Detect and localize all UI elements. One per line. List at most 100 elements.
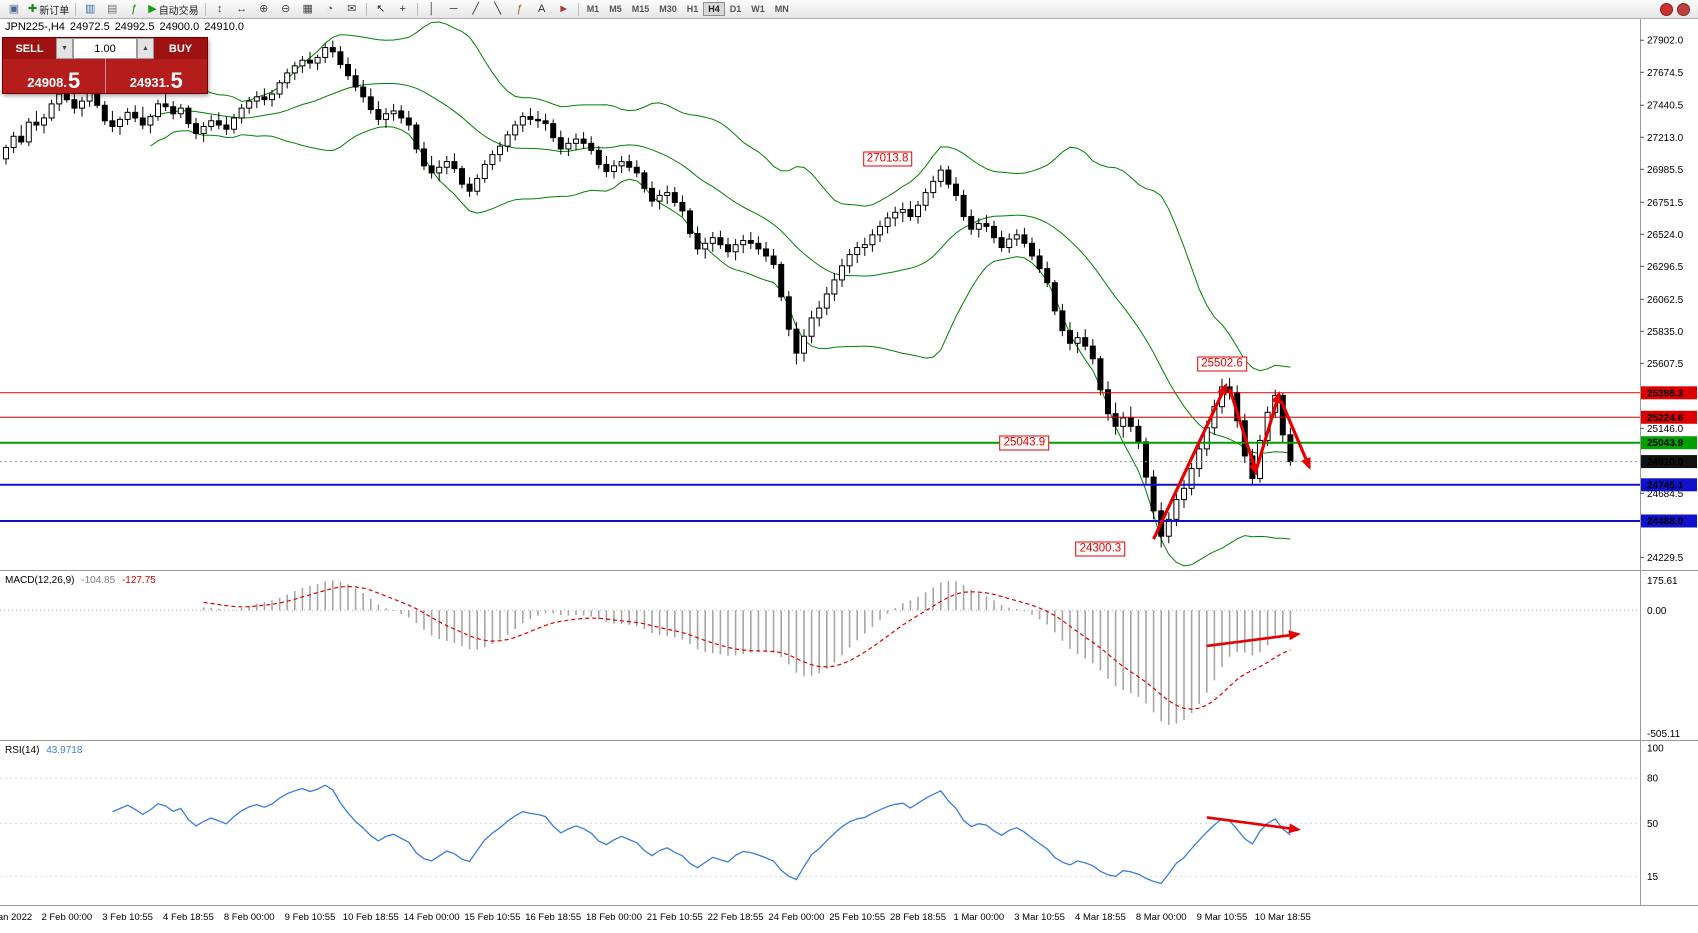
timeframe-m15-button[interactable]: M15: [631, 4, 650, 14]
svg-text:24 Feb 00:00: 24 Feb 00:00: [768, 912, 824, 923]
sell-price[interactable]: 24908. 5: [3, 59, 105, 93]
chart-window-icon[interactable]: ▣: [3, 0, 25, 18]
svg-text:175.61: 175.61: [1647, 576, 1678, 587]
zoom-in-icon: ⊕: [259, 2, 269, 15]
timeframe-d1-button[interactable]: D1: [729, 4, 742, 14]
timeframe-mn-button[interactable]: MN: [774, 4, 789, 14]
volume-decrease-button[interactable]: ▼: [56, 38, 73, 59]
rsi-arrow[interactable]: [1206, 816, 1301, 834]
svg-text:25835.0: 25835.0: [1647, 327, 1684, 338]
svg-text:3 Mar 10:55: 3 Mar 10:55: [1014, 912, 1065, 923]
period-clock-icon[interactable]: ◔: [319, 0, 341, 18]
volume-input[interactable]: [73, 38, 137, 59]
macd-arrow[interactable]: [1206, 630, 1301, 648]
tile-windows-icon[interactable]: ▦: [297, 0, 319, 18]
price-annotation[interactable]: 25043.9: [999, 435, 1050, 451]
svg-text:24684.5: 24684.5: [1647, 489, 1684, 500]
toolbar: ▣ ✚ 新订单 ▥ ▤ ƒ ▶ 自动交易 ↕ ↔ ⊕ ⊖ ▦ ◔ ✉ ↖ + │ ─ ╱ ╲ ƒ A ► M1 M5 M15 M30 H…: [0, 0, 1698, 19]
zoom-in-icon[interactable]: ⊕: [253, 0, 275, 18]
price-axis-badge: 24745.1: [1647, 480, 1684, 491]
axis-layer: 27902.0 27674.5 27440.5 27213.0 26985.5 26751…: [0, 18, 1698, 906]
buy-button[interactable]: BUY: [154, 38, 207, 59]
svg-text:31 Jan 2022: 31 Jan 2022: [0, 912, 32, 923]
svg-text:15: 15: [1647, 872, 1659, 883]
fibonacci-icon[interactable]: ƒ: [509, 0, 531, 18]
profiles-icon: ▤: [107, 2, 118, 15]
timeframe-m30-button[interactable]: M30: [659, 4, 677, 14]
price-annotation[interactable]: 24300.3: [1075, 541, 1126, 557]
fibonacci-icon: ƒ: [516, 2, 523, 15]
new-order-button[interactable]: ✚ 新订单: [25, 0, 72, 18]
text-label-icon[interactable]: A: [531, 0, 553, 18]
buy-price[interactable]: 24931. 5: [104, 59, 208, 93]
toolbar-separator: [577, 2, 579, 16]
svg-text:26985.5: 26985.5: [1647, 165, 1684, 176]
price-axis-badge: 25043.9: [1647, 438, 1684, 449]
trend-arrow[interactable]: [1254, 391, 1282, 471]
rsi-layer: [0, 777, 1640, 885]
indicators-list-icon: ƒ: [131, 2, 138, 15]
rsi-name: RSI(14): [5, 745, 40, 756]
svg-text:0.00: 0.00: [1647, 606, 1667, 617]
scale-horizontal-icon[interactable]: ↔: [231, 0, 253, 18]
svg-text:25 Feb 10:55: 25 Feb 10:55: [829, 912, 885, 923]
arrows-tool-icon[interactable]: ►: [553, 0, 575, 18]
macd-value-2: -127.75: [121, 575, 156, 586]
svg-text:26524.0: 26524.0: [1647, 230, 1684, 241]
svg-text:9 Mar 10:55: 9 Mar 10:55: [1197, 912, 1248, 923]
svg-text:21 Feb 10:55: 21 Feb 10:55: [647, 912, 703, 923]
trend-arrow[interactable]: [1228, 387, 1259, 476]
timeframe-m5-button[interactable]: M5: [609, 4, 622, 14]
cursor-icon[interactable]: ↖: [370, 0, 392, 18]
new-order-button: ✚: [28, 2, 38, 15]
price-annotation[interactable]: 25502.6: [1197, 356, 1247, 372]
svg-text:10 Mar 18:55: 10 Mar 18:55: [1255, 912, 1311, 923]
zoom-out-icon[interactable]: ⊖: [275, 0, 297, 18]
timeframe-w1-button[interactable]: W1: [751, 4, 765, 14]
sell-price-big-digit: 5: [68, 68, 81, 94]
price-axis-badge: 24488.0: [1647, 516, 1684, 527]
alert-red-icon[interactable]: [1660, 2, 1673, 16]
svg-text:26062.5: 26062.5: [1647, 295, 1684, 306]
vertical-line-icon[interactable]: │: [421, 0, 443, 18]
indicators-list-icon[interactable]: ƒ: [123, 0, 145, 18]
trendline-icon[interactable]: ╱: [465, 0, 487, 18]
trend-arrow[interactable]: [1152, 382, 1228, 540]
trend-arrow[interactable]: [1279, 400, 1311, 470]
zoom-out-icon: ⊖: [281, 2, 291, 15]
text-label-icon: A: [538, 2, 546, 15]
trend-arrows-layer: [1152, 382, 1311, 540]
timeframe-m1-button[interactable]: M1: [586, 4, 600, 14]
sell-button[interactable]: SELL: [3, 38, 56, 59]
tile-windows-icon: ▦: [302, 2, 313, 15]
toolbar-right-icons: [1660, 2, 1695, 16]
charts-bar-icon: ▥: [85, 2, 96, 15]
crosshair-icon[interactable]: +: [392, 0, 414, 18]
one-click-trading-panel: SELL ▼ ▲ BUY 24908.5 24931.5: [2, 37, 208, 94]
open-value: 24972.5: [69, 21, 110, 33]
horizontal-line-icon[interactable]: ─: [443, 0, 465, 18]
arrows-tool-icon: ►: [558, 2, 570, 15]
profiles-icon[interactable]: ▤: [101, 0, 123, 18]
price-annotation[interactable]: 27013.8: [862, 151, 913, 167]
toolbar-separator: [416, 2, 418, 16]
svg-text:4 Feb 18:55: 4 Feb 18:55: [163, 912, 214, 923]
vertical-line-icon: │: [428, 2, 436, 15]
mail-icon[interactable]: ✉: [341, 0, 363, 18]
timeframe-h4-button[interactable]: H4: [703, 2, 725, 16]
svg-text:8 Mar 00:00: 8 Mar 00:00: [1136, 912, 1187, 923]
scale-vertical-icon[interactable]: ↕: [209, 0, 231, 18]
channel-icon[interactable]: ╲: [487, 0, 509, 18]
news-red-icon[interactable]: [1677, 2, 1690, 16]
svg-text:14 Feb 00:00: 14 Feb 00:00: [404, 912, 460, 923]
timeframe-h1-button[interactable]: H1: [686, 4, 699, 14]
macd-signal-line: [203, 585, 1291, 710]
svg-text:15 Feb 10:55: 15 Feb 10:55: [464, 912, 520, 923]
macd-value-1: -104.85: [81, 575, 116, 586]
svg-text:26751.5: 26751.5: [1647, 198, 1684, 209]
auto-trading-button[interactable]: ▶ 自动交易: [145, 0, 201, 18]
volume-increase-button[interactable]: ▲: [137, 38, 154, 59]
charts-bar-icon[interactable]: ▥: [79, 0, 101, 18]
